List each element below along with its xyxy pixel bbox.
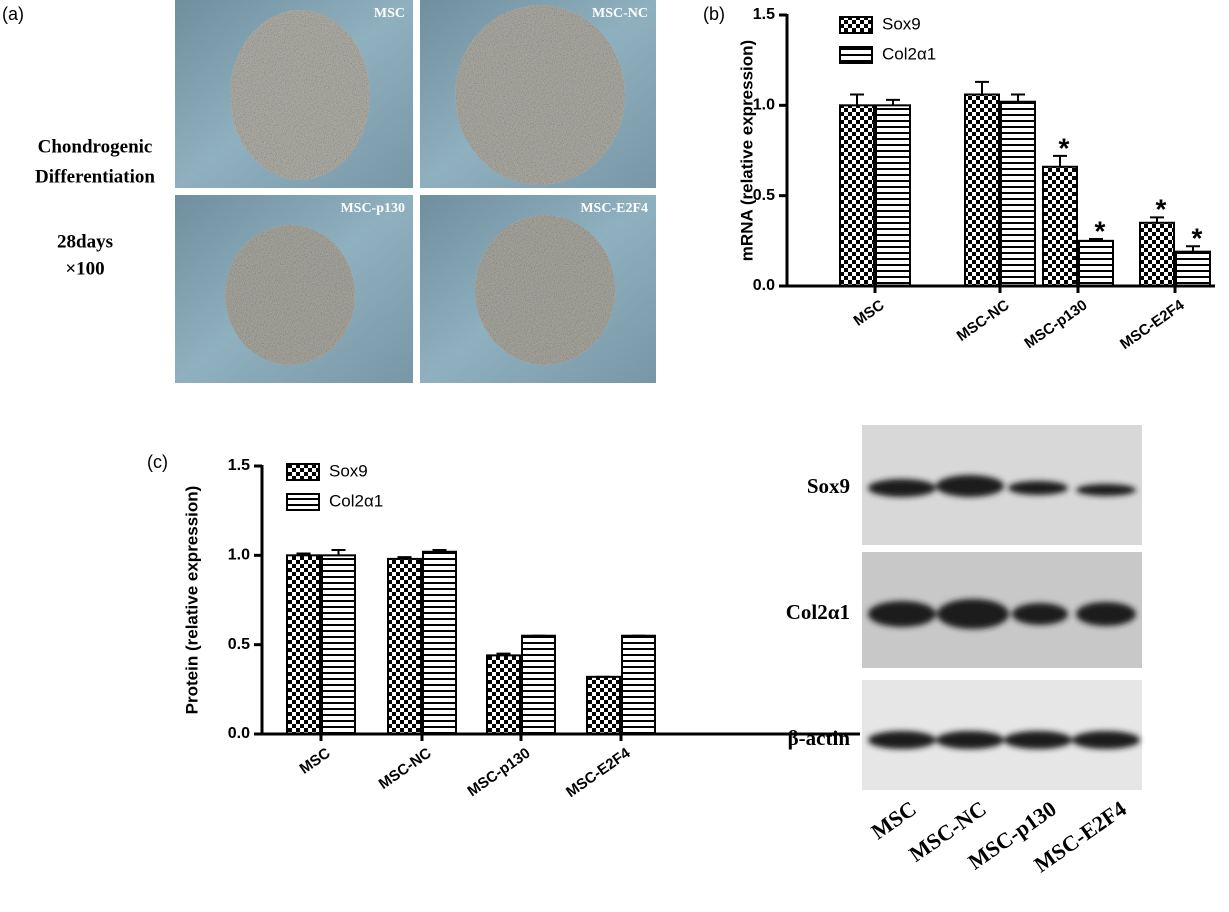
x-tick-label: MSC-NC xyxy=(376,745,435,793)
legend-label: Sox9 xyxy=(329,461,368,480)
y-tick-label: 1.5 xyxy=(753,6,775,23)
micrograph-label: MSC-p130 xyxy=(340,201,405,216)
bar xyxy=(286,554,321,735)
bar xyxy=(1042,165,1078,287)
legend-label: Col2α1 xyxy=(882,44,936,63)
panel-label: (c) xyxy=(147,452,168,472)
error-bar xyxy=(975,80,989,95)
error-bar xyxy=(1011,93,1025,102)
x-tick-label: MSC-E2F4 xyxy=(1117,296,1188,353)
error-bar xyxy=(432,548,447,552)
error-bar xyxy=(1186,245,1200,252)
western-blot xyxy=(862,425,1142,790)
micrograph: MSC xyxy=(175,0,413,188)
micrograph-label: MSC-E2F4 xyxy=(580,201,648,216)
annotation: * xyxy=(1095,215,1106,246)
side-text: Chondrogenic xyxy=(38,136,153,157)
blot-row-label: Col2α1 xyxy=(786,600,850,624)
bar xyxy=(486,654,521,735)
legend-label: Col2α1 xyxy=(329,491,383,510)
y-axis-label: mRNA (relative expression) xyxy=(737,40,756,261)
y-tick-label: 0.0 xyxy=(753,277,775,294)
y-tick-label: 0.0 xyxy=(228,725,250,742)
bar xyxy=(321,554,356,735)
bar xyxy=(621,634,656,736)
side-text: ×100 xyxy=(65,258,104,279)
x-tick-label: MSC-E2F4 xyxy=(563,744,634,801)
x-tick-label: MSC xyxy=(297,745,334,778)
error-bar xyxy=(1089,238,1103,241)
y-tick-label: 1.5 xyxy=(228,457,250,474)
error-bar xyxy=(331,548,346,556)
annotation: * xyxy=(1192,223,1203,254)
side-text: Differentiation xyxy=(35,166,155,187)
bar xyxy=(964,93,1000,287)
micrograph-label: MSC xyxy=(374,6,405,21)
blot-lane-label: MSC xyxy=(866,796,920,845)
legend-swatch xyxy=(839,16,873,34)
side-text: 28days xyxy=(57,231,113,252)
error-bar xyxy=(1053,154,1067,167)
bar xyxy=(586,675,621,735)
error-bar xyxy=(496,652,511,656)
y-tick-label: 1.0 xyxy=(228,547,250,564)
error-bar xyxy=(886,98,900,106)
bar xyxy=(1078,239,1114,287)
y-axis-label: Protein (relative expression) xyxy=(182,486,201,715)
legend-swatch xyxy=(286,463,320,481)
blot-row-label: β-actin xyxy=(788,726,851,750)
y-tick-label: 0.5 xyxy=(753,187,775,204)
bar xyxy=(1000,100,1036,287)
panel-label: (a) xyxy=(2,4,24,24)
bar xyxy=(387,557,422,736)
error-bar xyxy=(850,93,864,106)
bar xyxy=(839,104,875,288)
legend-swatch xyxy=(839,46,873,64)
panel-label: (b) xyxy=(703,4,725,24)
x-tick-label: MSC-NC xyxy=(954,297,1013,345)
blot-row-label: Sox9 xyxy=(807,474,850,498)
x-tick-label: MSC xyxy=(851,297,888,330)
y-tick-label: 1.0 xyxy=(753,97,775,114)
legend-swatch xyxy=(286,493,320,511)
bar xyxy=(1139,221,1175,287)
error-bar xyxy=(1150,216,1164,223)
micrograph: MSC-NC xyxy=(420,0,656,188)
micrograph-label: MSC-NC xyxy=(592,6,648,21)
legend-label: Sox9 xyxy=(882,14,921,33)
bar xyxy=(1175,250,1211,288)
annotation: * xyxy=(1059,132,1070,163)
y-tick-label: 0.5 xyxy=(228,636,250,653)
bar xyxy=(521,634,556,736)
micrograph: MSC-E2F4 xyxy=(420,195,656,383)
error-bar xyxy=(397,556,412,559)
x-tick-label: MSC-p130 xyxy=(1021,297,1090,353)
error-bar xyxy=(296,552,311,556)
micrographs: MSC MSC-NC MSC-p130 MSC-E2F4 xyxy=(175,0,656,383)
bar xyxy=(875,104,911,288)
micrograph: MSC-p130 xyxy=(175,195,413,383)
annotation: * xyxy=(1156,194,1167,225)
bar xyxy=(422,550,457,736)
x-tick-label: MSC-p130 xyxy=(464,745,533,801)
